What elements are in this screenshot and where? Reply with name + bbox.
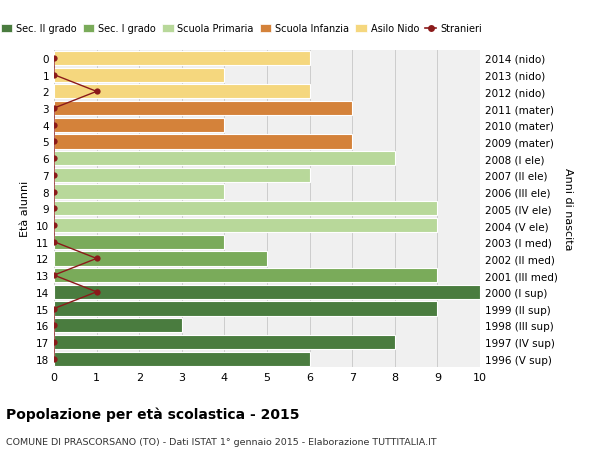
Bar xyxy=(54,135,352,149)
Y-axis label: Età alunni: Età alunni xyxy=(20,181,31,237)
Bar xyxy=(54,202,437,216)
Bar xyxy=(54,352,310,366)
Text: COMUNE DI PRASCORSANO (TO) - Dati ISTAT 1° gennaio 2015 - Elaborazione TUTTITALI: COMUNE DI PRASCORSANO (TO) - Dati ISTAT … xyxy=(6,437,437,446)
Text: Popolazione per età scolastica - 2015: Popolazione per età scolastica - 2015 xyxy=(6,406,299,421)
Bar xyxy=(54,302,437,316)
Bar xyxy=(54,252,267,266)
Bar xyxy=(54,319,182,333)
Bar xyxy=(54,285,480,299)
Bar xyxy=(54,335,395,349)
Bar xyxy=(54,218,437,233)
Bar xyxy=(54,52,310,66)
Y-axis label: Anni di nascita: Anni di nascita xyxy=(563,168,573,250)
Legend: Sec. II grado, Sec. I grado, Scuola Primaria, Scuola Infanzia, Asilo Nido, Stran: Sec. II grado, Sec. I grado, Scuola Prim… xyxy=(0,21,486,38)
Bar xyxy=(54,269,437,283)
Bar xyxy=(54,118,224,133)
Bar xyxy=(54,102,352,116)
Bar xyxy=(54,152,395,166)
Bar xyxy=(54,68,224,83)
Bar xyxy=(54,235,224,249)
Bar xyxy=(54,168,310,183)
Bar xyxy=(54,85,310,99)
Bar xyxy=(54,185,224,199)
